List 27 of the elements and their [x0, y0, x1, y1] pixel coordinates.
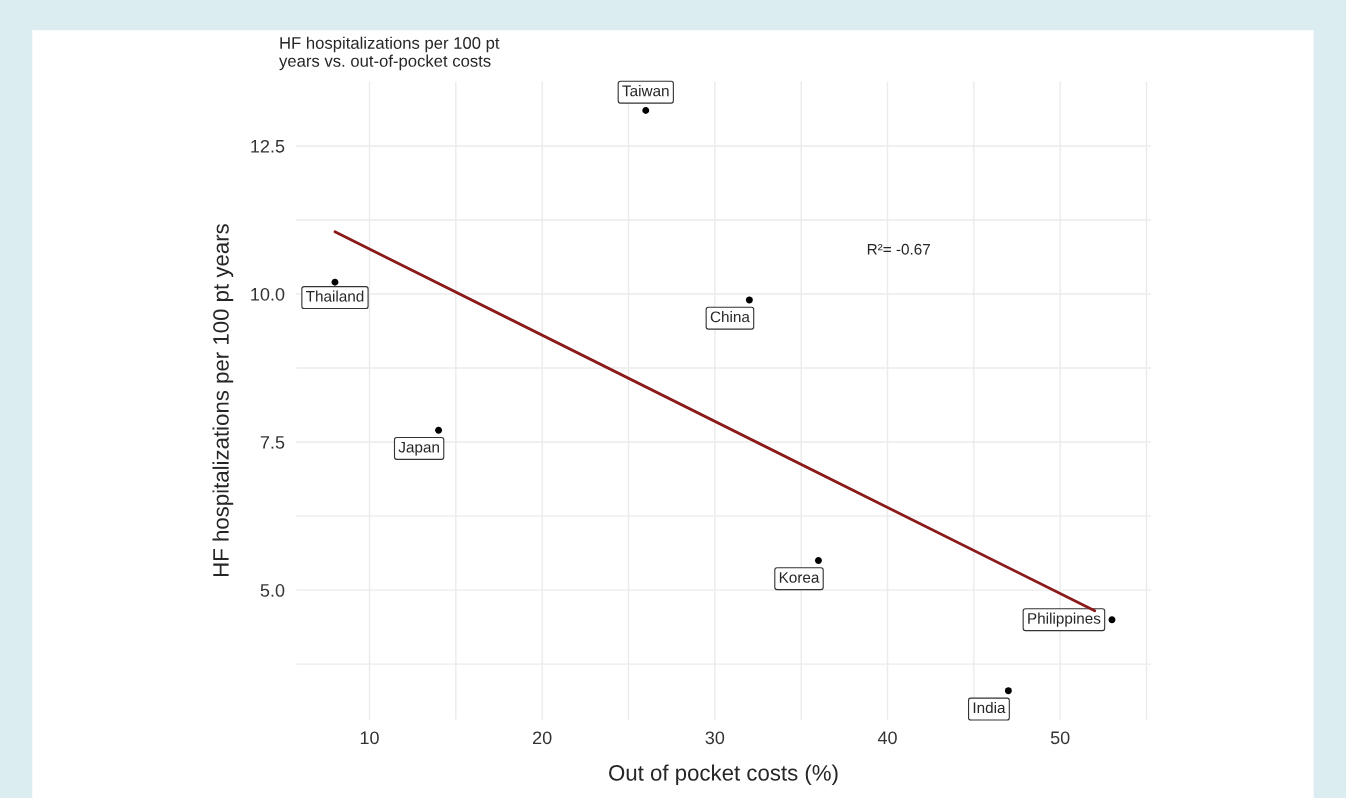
annotation: India	[973, 701, 1006, 714]
point	[331, 278, 339, 286]
point	[745, 296, 753, 304]
annotation: R²= -0.67	[867, 243, 930, 255]
y-tick-label: 10.0	[251, 287, 285, 301]
x-tick-label: 40	[877, 731, 897, 745]
point	[435, 426, 443, 434]
point	[1108, 616, 1116, 624]
x-tick-label: 10	[360, 731, 379, 745]
x-tick-label: 30	[705, 731, 725, 745]
x-tick-label: 50	[1050, 731, 1070, 745]
point	[642, 106, 650, 114]
y-tick-label: 5.0	[260, 584, 285, 597]
x-tick-label: 20	[533, 731, 552, 745]
point	[814, 557, 822, 564]
y-axis-title: HF hospitalizations per 100 pt years	[212, 224, 234, 577]
annotation: Philippines	[1028, 612, 1101, 627]
point	[1004, 687, 1012, 695]
annotation: Taiwan	[622, 85, 669, 97]
annotation: China	[710, 311, 750, 323]
y-tick-label: 7.5	[260, 436, 285, 449]
x-axis-title: Out of pocket costs (%)	[609, 764, 838, 786]
y-tick-label: 12.5	[251, 139, 285, 153]
annotation: Korea	[779, 572, 820, 583]
chart-title: HF hospitalizations per 100 pt years vs. out-of-pocket costs	[279, 36, 500, 71]
annotation: Thailand	[306, 290, 364, 302]
annotation: Japan	[398, 441, 439, 456]
